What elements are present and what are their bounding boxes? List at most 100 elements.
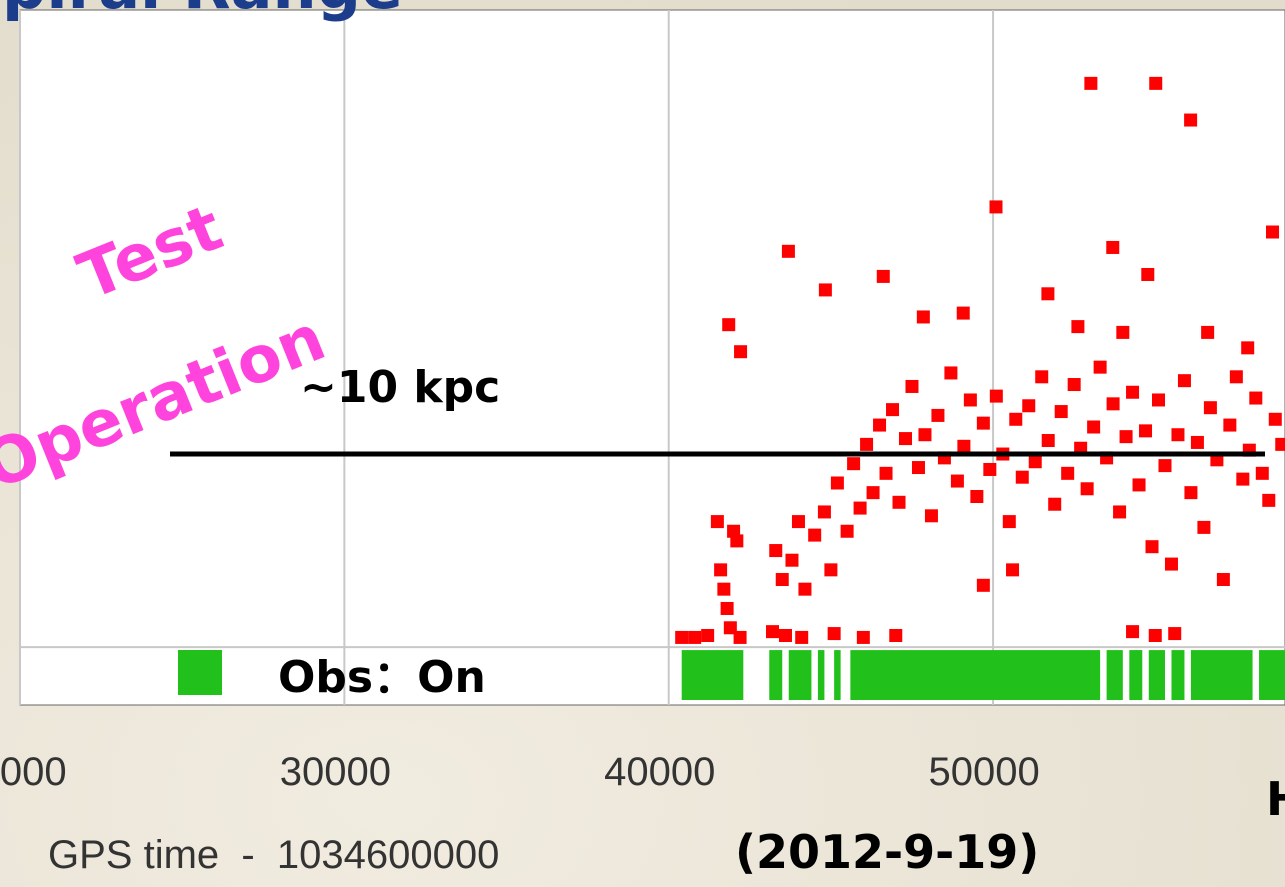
point	[889, 629, 903, 642]
point	[970, 490, 984, 503]
point	[1255, 466, 1269, 480]
point	[1216, 573, 1230, 587]
legend-label: Obs：On	[278, 652, 486, 703]
obs-bars	[681, 650, 1285, 700]
obs-bar	[1148, 650, 1165, 700]
point	[1116, 325, 1130, 339]
point	[1266, 225, 1280, 239]
point	[899, 432, 912, 446]
obs-bar	[834, 650, 841, 700]
point	[688, 630, 702, 644]
legend-swatch	[178, 650, 222, 695]
point	[1201, 325, 1215, 339]
point	[989, 200, 1003, 214]
obs-bar	[850, 650, 1101, 700]
point	[886, 403, 900, 417]
point	[1071, 320, 1085, 334]
plot-area	[19, 9, 1285, 706]
point	[1149, 76, 1163, 90]
point	[976, 416, 990, 430]
point	[1141, 267, 1155, 281]
point	[847, 457, 861, 471]
point	[795, 630, 809, 644]
point	[1015, 470, 1029, 484]
point	[1126, 625, 1140, 639]
point	[1054, 405, 1068, 419]
point	[714, 563, 728, 577]
point	[840, 524, 854, 538]
point	[1041, 287, 1055, 301]
point	[1210, 453, 1224, 467]
point	[818, 283, 832, 297]
obs-bar	[1106, 650, 1123, 700]
point	[827, 627, 841, 641]
point	[798, 582, 812, 596]
obs-bar	[1129, 650, 1143, 700]
point	[1145, 540, 1159, 554]
point	[876, 269, 890, 283]
point	[1006, 563, 1020, 577]
point	[791, 515, 805, 529]
point	[1028, 455, 1042, 469]
point	[1093, 360, 1107, 374]
point	[733, 630, 747, 644]
point	[1197, 520, 1211, 534]
point	[1148, 629, 1162, 642]
point	[1106, 397, 1120, 411]
point	[1080, 482, 1094, 496]
point	[717, 582, 731, 596]
point	[824, 563, 838, 577]
x-tick-label: 40000	[604, 750, 715, 794]
point	[775, 573, 789, 587]
point	[976, 578, 990, 592]
point	[1087, 420, 1101, 434]
x-tick-label: 20000	[0, 750, 67, 794]
obs-bar	[681, 650, 744, 700]
point	[808, 528, 822, 542]
point	[1084, 76, 1098, 90]
point	[1229, 370, 1243, 384]
point	[817, 505, 831, 519]
point	[675, 630, 689, 644]
point	[1184, 113, 1198, 127]
point	[720, 601, 734, 615]
point	[730, 534, 744, 548]
point	[734, 345, 748, 359]
point	[1158, 459, 1172, 473]
point	[785, 553, 799, 567]
point	[1126, 385, 1140, 399]
point	[1275, 437, 1285, 451]
point	[1171, 428, 1185, 442]
point	[963, 393, 977, 407]
point	[778, 629, 792, 642]
point	[1119, 430, 1133, 444]
obs-bar	[1190, 650, 1253, 700]
point	[956, 306, 970, 320]
point	[1152, 393, 1165, 407]
point	[1203, 401, 1217, 415]
point	[1236, 472, 1250, 486]
point	[879, 466, 893, 480]
point	[1177, 374, 1191, 388]
point	[1002, 515, 1016, 529]
point	[1035, 370, 1049, 384]
point	[1139, 424, 1153, 438]
point	[1113, 505, 1127, 519]
obs-bar	[788, 650, 812, 700]
point	[1249, 391, 1263, 405]
point	[1223, 418, 1237, 432]
point	[916, 310, 930, 324]
point	[1164, 557, 1178, 571]
point	[866, 486, 880, 500]
point	[1106, 240, 1120, 254]
grid: 20000 30000 40000 50000	[0, 10, 1285, 794]
point	[710, 515, 724, 529]
point	[983, 462, 997, 476]
point	[905, 379, 919, 393]
point	[950, 474, 964, 488]
point	[766, 625, 780, 639]
date-label: (2012-9-19)	[735, 825, 1039, 879]
point	[892, 495, 906, 509]
point	[769, 544, 783, 558]
